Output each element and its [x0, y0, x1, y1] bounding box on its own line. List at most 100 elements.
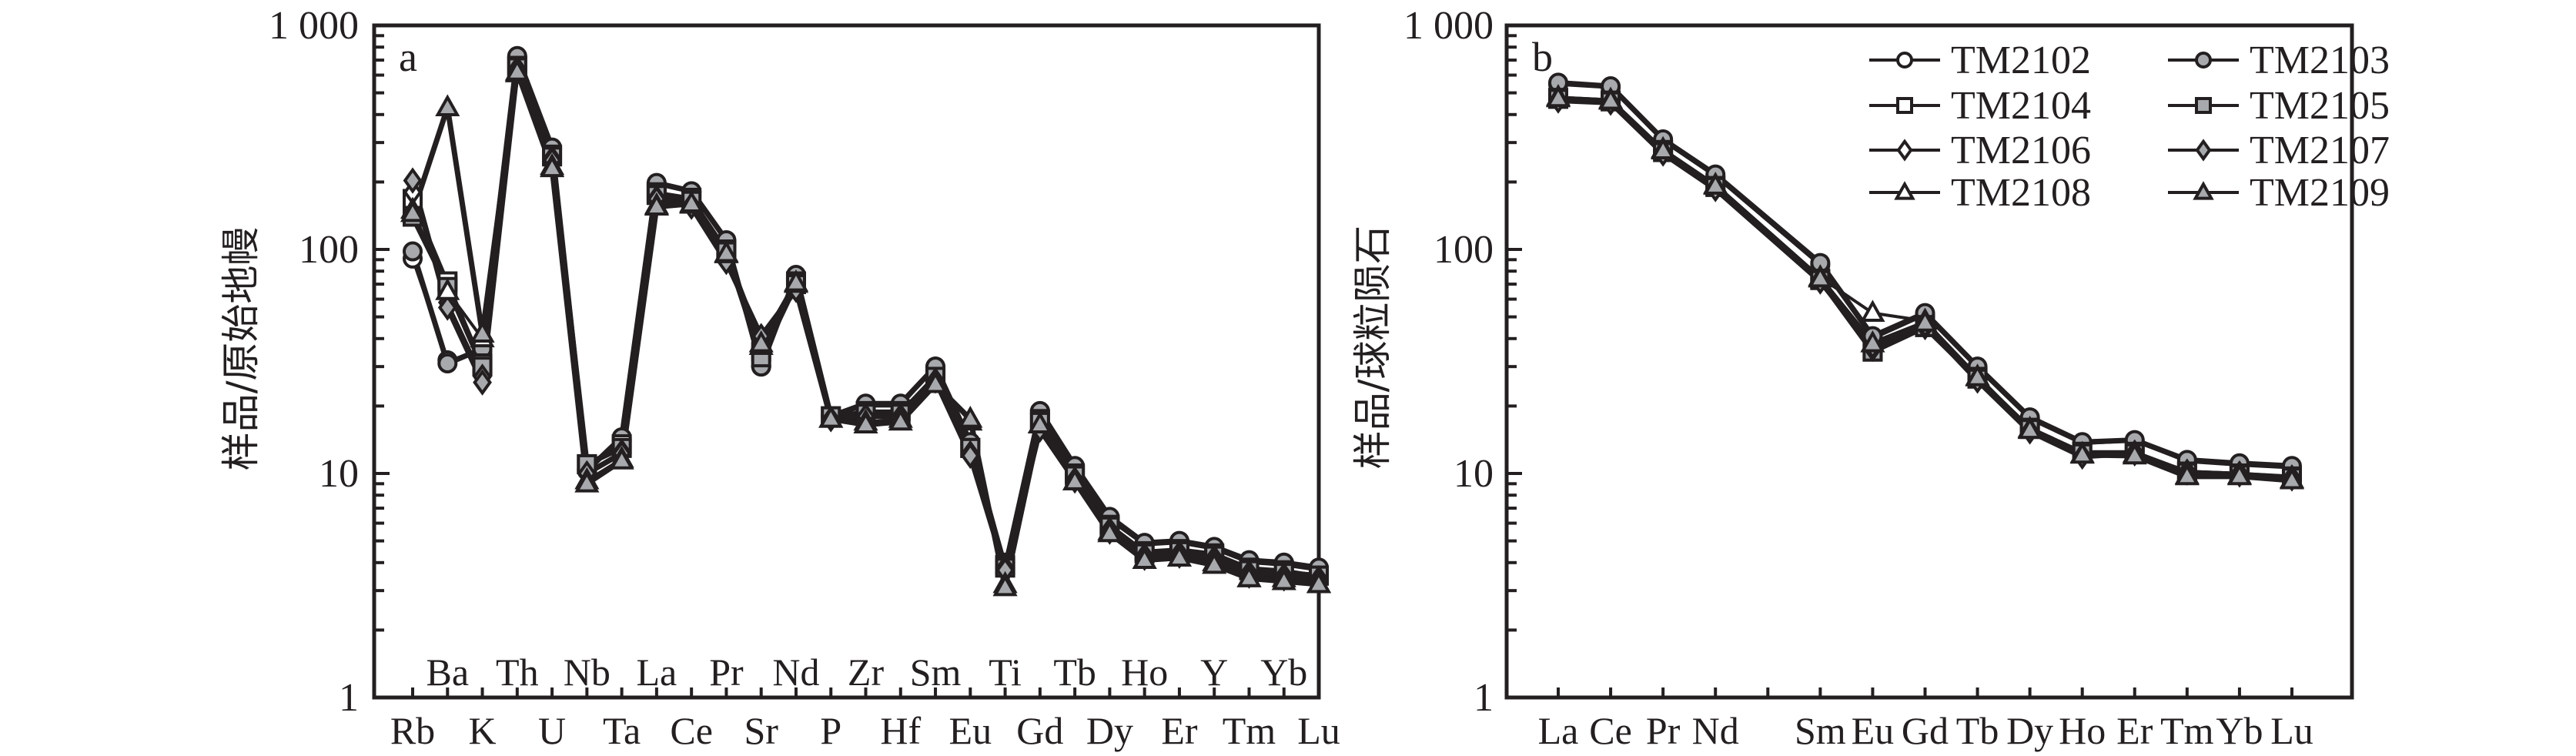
- series-lines-a: [410, 53, 1320, 590]
- point-TM2109-U: [540, 155, 565, 178]
- point-TM2109-Ce: [1598, 87, 1624, 110]
- x-tick-label-Nd: Nd: [772, 651, 819, 694]
- point-TM2107-Rb: [403, 167, 423, 194]
- point-TM2108-Ba: [435, 278, 460, 300]
- legend-label: TM2103: [2250, 38, 2390, 82]
- point-TM2109-Rb: [400, 199, 426, 222]
- legend-item-TM2104: TM2104: [1869, 84, 2091, 128]
- y-tick-label: 100: [1434, 228, 1494, 272]
- point-TM2109-Ce: [679, 190, 704, 212]
- point-TM2103-Ba: [437, 353, 458, 374]
- x-tick-label-Tb: Tb: [1053, 651, 1096, 694]
- x-tick-label-Ho: Ho: [2059, 709, 2106, 752]
- point-TM2109-Dy: [1097, 520, 1122, 543]
- point-TM2103-Rb: [403, 241, 423, 262]
- x-tick-label-La: La: [637, 651, 677, 694]
- legend-label: TM2109: [2250, 171, 2390, 215]
- x-tick-label-K: K: [468, 709, 496, 752]
- legend-marker-square-icon: [1896, 97, 1913, 114]
- x-tick-label-Sm: Sm: [1795, 709, 1846, 752]
- x-tick-label-Pr: Pr: [709, 651, 744, 694]
- point-TM2109-La: [1545, 85, 1571, 108]
- legend-item-TM2109: TM2109: [2168, 171, 2390, 215]
- legend-label: TM2104: [1951, 84, 2091, 128]
- legend-item-TM2103: TM2103: [2168, 38, 2390, 82]
- x-tick-label-Eu: Eu: [1852, 709, 1895, 752]
- x-tick-label-Lu: Lu: [2270, 709, 2313, 752]
- x-tick-label-Er: Er: [1161, 709, 1198, 752]
- x-tick-label-Tm: Tm: [2160, 709, 2214, 752]
- x-tick-label-La: La: [1538, 709, 1579, 752]
- y-tick-label: 100: [299, 228, 359, 272]
- y-axis-b: 1 10 100 1 000: [1403, 4, 1522, 720]
- x-tick-label-Yb: Yb: [2216, 709, 2263, 752]
- legend-marker-diamond-icon: [1896, 139, 1913, 162]
- point-TM2109-Zr: [853, 411, 878, 434]
- x-tick-label-Nd: Nd: [1692, 709, 1739, 752]
- x-tick-label-Nb: Nb: [564, 651, 611, 694]
- point-TM2109-Nb: [574, 470, 600, 493]
- point-TM2109-Y: [1202, 551, 1227, 574]
- legend-item-TM2102: TM2102: [1869, 38, 2091, 82]
- x-tick-label-Ce: Ce: [1589, 709, 1632, 752]
- legend-marker-circle-icon: [2195, 52, 2212, 69]
- panel-b-ree-diagram: 1 10 100 1 000 La Ce Pr Nd Sm Eu Gd Tb Dy Ho Er Tm Yb Lu: [1403, 4, 2354, 752]
- x-tick-label-Th: Th: [496, 651, 539, 694]
- legend-item-TM2105: TM2105: [2168, 84, 2390, 128]
- point-TM2109-Th: [504, 59, 530, 81]
- legend-item-TM2107: TM2107: [2168, 129, 2390, 172]
- point-TM2109-Er: [2122, 442, 2147, 465]
- x-tick-label-Ba: Ba: [426, 651, 469, 694]
- point-TM2109-Pr: [714, 239, 739, 263]
- legend-marker-diamond-icon: [2195, 139, 2212, 162]
- x-tick-label-Hf: Hf: [880, 709, 921, 752]
- legend-marker-triangle-icon: [2193, 181, 2214, 200]
- x-tick-label-Zr: Zr: [848, 651, 885, 694]
- y-tick-label: 1 000: [1403, 4, 1494, 48]
- x-tick-label-Sr: Sr: [744, 709, 778, 752]
- legend-label: TM2106: [1951, 129, 2091, 172]
- x-tick-label-Lu: Lu: [1297, 709, 1340, 752]
- y-tick-label: 1: [339, 676, 359, 720]
- point-TM2109-P: [818, 405, 844, 428]
- series-markers-b: [1545, 72, 2305, 492]
- point-TM2109-Ta: [609, 447, 634, 470]
- x-tick-label-Tm: Tm: [1223, 709, 1276, 752]
- x-tick-label-Dy: Dy: [2006, 709, 2053, 752]
- x-tick-label-Eu: Eu: [949, 709, 992, 752]
- y-tick-label: 1: [1474, 676, 1494, 720]
- x-tick-label-U: U: [538, 709, 566, 752]
- point-TM2109-Tb: [1062, 468, 1088, 490]
- point-TM2109-La: [644, 193, 669, 216]
- x-tick-label-Er: Er: [2116, 709, 2153, 752]
- point-TM2109-Er: [1166, 544, 1193, 567]
- point-TM2107-Ba: [437, 294, 457, 321]
- y-tick-label: 10: [319, 452, 359, 496]
- point-TM2109-Ho: [1132, 547, 1157, 570]
- series-markers-a: [400, 45, 1332, 597]
- x-tick-label-Rb: Rb: [390, 709, 435, 752]
- point-TM2109-Yb: [1271, 567, 1296, 590]
- panel-b-y-axis-title: 样品/球粒陨石: [1350, 226, 1395, 470]
- point-TM2109-Nd: [783, 269, 809, 292]
- point-TM2109-Dy: [2017, 416, 2042, 440]
- x-tick-label-P: P: [820, 709, 841, 752]
- point-TM2109-Pr: [1651, 137, 1676, 160]
- point-TM2109-Yb: [2226, 463, 2252, 486]
- point-TM2109-Eu: [958, 405, 983, 428]
- x-tick-label-Pr: Pr: [1646, 709, 1681, 752]
- point-TM2109-Ho: [2069, 441, 2095, 464]
- series-line-TM2103: [410, 53, 1320, 570]
- legend-label: TM2108: [1951, 171, 2091, 215]
- legend-label: TM2107: [2250, 129, 2390, 172]
- point-TM2107-Eu: [960, 442, 980, 470]
- y-axis-a: 1 10 100 1 000: [269, 4, 390, 720]
- point-TM2109-Eu: [1860, 329, 1885, 353]
- x-tick-label-Yb: Yb: [1260, 651, 1307, 694]
- point-TM2109-Tm: [2174, 463, 2200, 486]
- point-TM2107-K: [473, 369, 492, 396]
- x-tick-label-Ce: Ce: [670, 709, 713, 752]
- legend-marker-square-icon: [2195, 97, 2212, 114]
